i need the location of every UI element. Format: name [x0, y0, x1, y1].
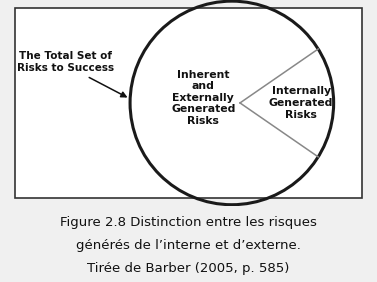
- Text: Tirée de Barber (2005, p. 585): Tirée de Barber (2005, p. 585): [87, 262, 290, 275]
- Text: The Total Set of
Risks to Success: The Total Set of Risks to Success: [17, 51, 115, 72]
- Text: Inherent
and
Externally
Generated
Risks: Inherent and Externally Generated Risks: [171, 70, 236, 126]
- FancyBboxPatch shape: [15, 8, 362, 198]
- Text: Internally
Generated
Risks: Internally Generated Risks: [269, 86, 333, 120]
- Text: Figure 2.8 Distinction entre les risques: Figure 2.8 Distinction entre les risques: [60, 216, 317, 229]
- Text: générés de l’interne et d’externe.: générés de l’interne et d’externe.: [76, 239, 301, 252]
